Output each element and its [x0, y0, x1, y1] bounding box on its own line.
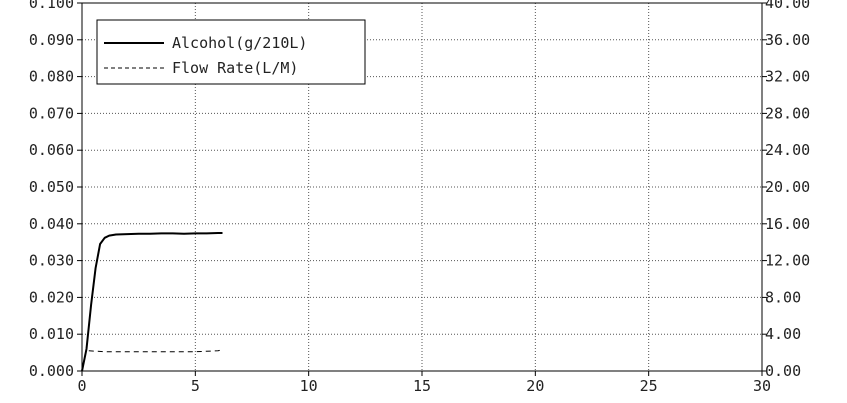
- left-tick-label: 0.040: [29, 215, 74, 233]
- legend-box: [96, 19, 366, 85]
- right-tick-label: 0.00: [765, 362, 801, 380]
- legend: Alcohol(g/210L) Flow Rate(L/M): [96, 19, 366, 85]
- plot-frame: [81, 2, 763, 372]
- x-tick-label: 5: [191, 377, 200, 395]
- x-tick-label: 10: [300, 377, 318, 395]
- right-tick-label: 4.00: [765, 325, 801, 343]
- left-tick-label: 0.020: [29, 288, 74, 306]
- right-axis-ticks: 0.00 4.00 8.00 12.00 16.00 20.00 24.00 28.00 32.…: [762, 0, 810, 380]
- left-tick-label: 0.080: [29, 68, 74, 86]
- left-tick-label: 0.010: [29, 325, 74, 343]
- legend-flow-label: Flow Rate(L/M): [172, 59, 298, 77]
- series-layer: [81, 232, 223, 372]
- left-tick-label: 0.050: [29, 178, 74, 196]
- left-axis-ticks: 0.000 0.010 0.020 0.030 0.040 0.050 0.060 0.070…: [29, 0, 82, 380]
- x-tick-label: 0: [77, 377, 86, 395]
- left-tick-label: 0.060: [29, 141, 74, 159]
- right-tick-label: 36.00: [765, 31, 810, 49]
- left-tick-label: 0.000: [29, 362, 74, 380]
- flow-rate-line: [88, 349, 223, 353]
- x-tick-label: 20: [526, 377, 544, 395]
- legend-alcohol-label: Alcohol(g/210L): [172, 34, 307, 52]
- x-tick-label: 30: [753, 377, 771, 395]
- x-tick-label: 25: [640, 377, 658, 395]
- right-tick-label: 12.00: [765, 252, 810, 270]
- right-tick-label: 40.00: [765, 0, 810, 12]
- x-tick-label: 15: [413, 377, 431, 395]
- right-tick-label: 20.00: [765, 178, 810, 196]
- left-tick-label: 0.070: [29, 104, 74, 122]
- x-axis-ticks: 0 5 10 15 20 25 30: [77, 371, 771, 395]
- left-tick-label: 0.090: [29, 31, 74, 49]
- right-tick-label: 28.00: [765, 104, 810, 122]
- left-tick-label: 0.030: [29, 252, 74, 270]
- right-tick-label: 24.00: [765, 141, 810, 159]
- alcohol-line: [81, 232, 223, 372]
- right-tick-label: 32.00: [765, 68, 810, 86]
- left-tick-label: 0.100: [29, 0, 74, 12]
- grid-lines: [82, 3, 762, 371]
- right-tick-label: 16.00: [765, 215, 810, 233]
- right-tick-label: 8.00: [765, 288, 801, 306]
